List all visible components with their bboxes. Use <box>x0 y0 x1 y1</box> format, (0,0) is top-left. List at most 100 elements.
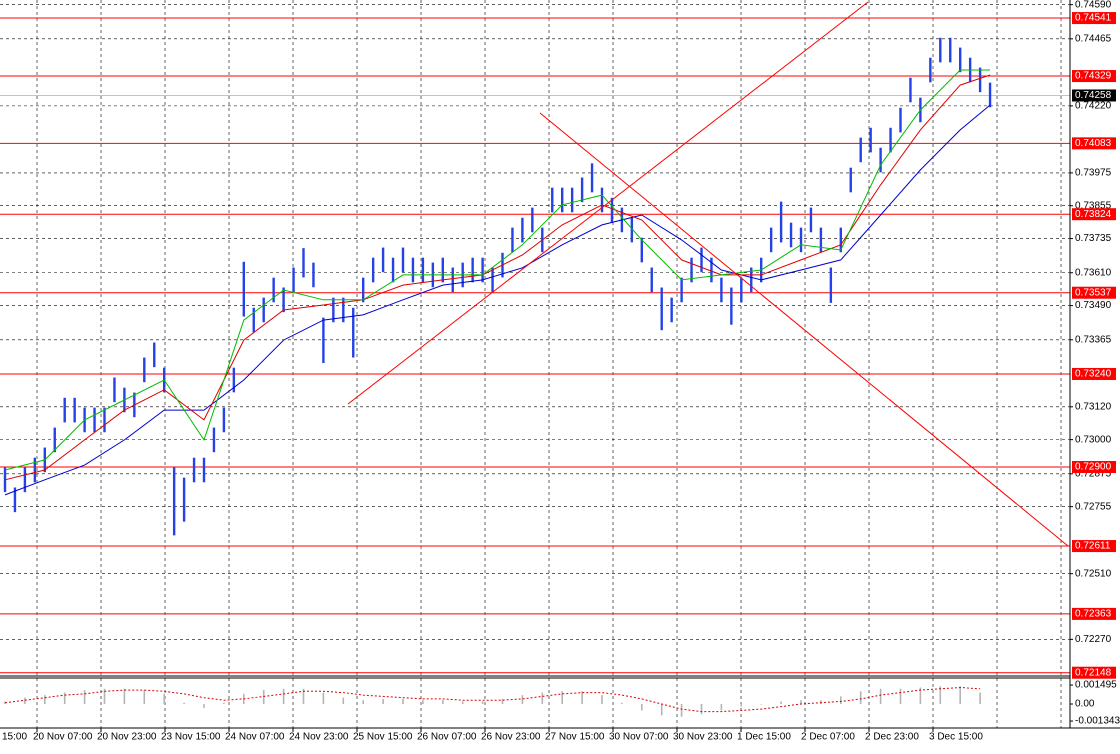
oscillator-bar <box>859 691 862 705</box>
oscillator-bar <box>442 700 444 705</box>
price-bar <box>192 457 196 483</box>
level-label: 0.74329 <box>1075 71 1112 82</box>
x-tick-label: 20 Nov 23:00 <box>97 732 157 743</box>
oscillator-bar <box>561 691 563 705</box>
oscillator-bar <box>63 692 66 705</box>
price-bar <box>899 107 902 133</box>
oscillator-bar <box>123 688 126 705</box>
y-tick-label: 0.73735 <box>1075 233 1112 244</box>
x-tick-label: 3 Dec 15:00 <box>929 732 983 743</box>
trend-line <box>539 112 1069 547</box>
oscillator-bar <box>820 700 822 705</box>
price-bar <box>610 197 614 223</box>
oscillator-bar <box>461 701 464 705</box>
price-bar <box>391 257 395 283</box>
price-bar <box>879 147 882 173</box>
y-tick-label: 0.73120 <box>1075 401 1112 412</box>
oscillator-bar <box>919 687 922 705</box>
x-tick-label: 1 Dec 15:00 <box>737 732 791 743</box>
oscillator-bar <box>840 696 842 705</box>
level-label: 0.73824 <box>1075 209 1112 220</box>
price-bar <box>53 427 56 453</box>
price-bar <box>829 267 833 303</box>
moving-average <box>4 104 991 496</box>
oscillator-bar <box>143 690 146 705</box>
price-bar <box>362 277 365 303</box>
price-bar <box>113 377 116 403</box>
price-bar <box>730 287 733 325</box>
level-label-box <box>1072 12 1116 25</box>
level-label: 0.74083 <box>1075 138 1112 149</box>
level-label: 0.72148 <box>1075 667 1112 678</box>
level-label-box <box>1072 367 1116 380</box>
price-bar <box>680 277 683 303</box>
price-bar <box>262 297 265 323</box>
oscillator-bar <box>601 695 603 705</box>
oscillator-bar <box>422 700 424 705</box>
price-bar <box>561 187 564 213</box>
oscillator-bar <box>44 695 46 705</box>
y-tick-label: 0.72755 <box>1075 501 1112 512</box>
price-bar <box>33 457 37 483</box>
oscillator-signal <box>4 686 981 713</box>
oscillator-bar <box>641 704 643 711</box>
price-bar <box>212 427 216 453</box>
price-bar <box>750 267 753 293</box>
x-tick-label: 24 Nov 07:00 <box>225 732 285 743</box>
y-tick-label: 0.73610 <box>1075 267 1112 278</box>
price-bar <box>352 307 355 358</box>
price-bar <box>441 257 444 283</box>
moving-averages <box>4 69 991 496</box>
price-bar <box>381 247 385 273</box>
price-bar <box>182 477 186 522</box>
oscillator-bar <box>103 688 106 705</box>
level-label: 0.72900 <box>1075 462 1112 473</box>
price-bar <box>839 227 842 253</box>
price-bar <box>511 227 514 253</box>
price-bar <box>769 227 773 253</box>
price-bar <box>959 47 962 73</box>
price-bar <box>819 227 823 253</box>
price-bar <box>521 217 524 243</box>
level-label-box <box>1072 666 1116 679</box>
price-bar <box>700 247 703 273</box>
price-bar <box>23 467 27 493</box>
x-tick-label: 30 Nov 23:00 <box>673 732 733 743</box>
oscillator-bar <box>481 701 484 705</box>
oscillator-bar <box>959 686 961 705</box>
price-bar <box>799 227 803 253</box>
oscillator-bar <box>541 692 544 705</box>
price-bar <box>740 277 743 303</box>
oscillator-bar <box>342 697 345 705</box>
price-bar <box>551 187 554 213</box>
price-bar <box>411 257 415 283</box>
oscillator-bar <box>521 695 524 705</box>
oscillator-bar <box>680 704 683 717</box>
x-tick-label: 26 Nov 07:00 <box>417 732 477 743</box>
oscillator-bar <box>83 690 86 705</box>
oscillator-bar <box>581 691 583 705</box>
price-bar <box>789 222 793 248</box>
oscillator-bar <box>660 704 663 716</box>
oscillator-tick-label: 0.001495 <box>1075 680 1117 691</box>
price-bar <box>978 67 982 93</box>
oscillator-bar <box>163 693 165 705</box>
level-label: 0.72611 <box>1075 541 1111 552</box>
y-tick-label: 0.74590 <box>1075 0 1112 10</box>
oscillator-bar <box>760 704 762 705</box>
oscillator-bar <box>183 702 185 705</box>
level-label-box <box>1072 460 1116 473</box>
moving-average <box>4 74 991 481</box>
y-tick-label: 0.73000 <box>1075 434 1112 445</box>
price-bar <box>491 267 494 293</box>
oscillator-bar <box>780 701 782 705</box>
y-tick-label: 0.73855 <box>1075 200 1112 211</box>
oscillator-bar <box>800 700 802 705</box>
level-label: 0.73537 <box>1075 287 1112 298</box>
oscillator-bar <box>939 686 942 705</box>
y-tick-label: 0.74220 <box>1075 101 1112 112</box>
price-bar <box>272 277 275 303</box>
price-bar <box>481 257 484 283</box>
